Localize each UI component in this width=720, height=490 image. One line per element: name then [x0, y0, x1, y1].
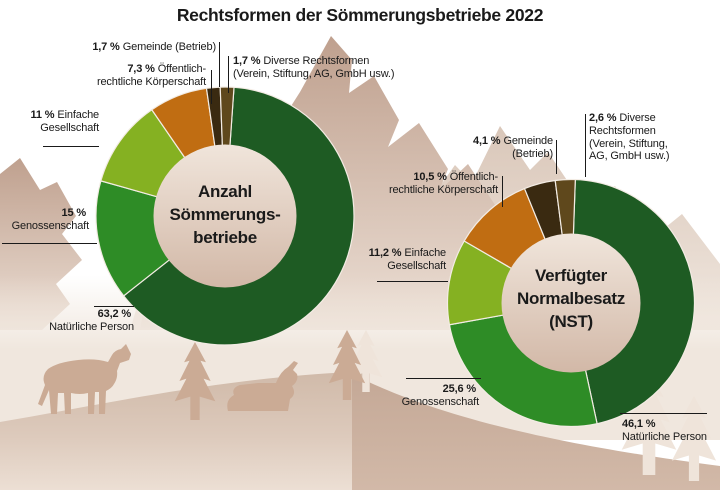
donut-center-disc [153, 144, 297, 288]
callout-right-genossenschaft: 25,6 % Genossenschaft [401, 383, 480, 408]
donut-center-label-left: Anzahl Sömmerungs- betriebe [169, 182, 281, 247]
callout-left-gemeinde: 1,7 % Gemeinde (Betrieb) [92, 41, 216, 53]
callout-left-natuerliche: 63,2 % Natürliche Person [49, 308, 134, 333]
standing-cow-silhouette [38, 344, 131, 414]
lying-cow-silhouette [227, 361, 298, 411]
callout-left-genossenschaft: 15 % Genossenschaft [11, 207, 90, 232]
leader-line-left-oeffentlich [211, 70, 212, 104]
leader-line-right-diverse [585, 114, 586, 177]
callout-left-einfache: 11 % Einfache Gesellschaft [30, 109, 100, 134]
leader-line-right-genossenschaft [406, 378, 481, 379]
donut-center-label-right: Verfügter Normalbesatz (NST) [517, 266, 625, 331]
leader-line-right-gemeinde [556, 140, 557, 174]
donut-chart-verfuegter-normalbesatz [446, 178, 696, 428]
callout-right-oeffentlich: 10,5 % Öffentlich- rechtliche Körperschaf… [388, 171, 498, 196]
chart-title: Rechtsformen der Sömmerungsbetriebe 2022 [176, 5, 544, 25]
leader-line-left-genossenschaft [2, 243, 97, 244]
leader-line-right-oeffentlich [502, 176, 503, 207]
leader-line-left-einfache [43, 146, 99, 147]
callout-left-oeffentlich: 7,3 % Öffentlich- rechtliche Körperschaft [96, 63, 206, 88]
leader-line-right-natuerliche [620, 413, 707, 414]
leader-line-left-natuerliche [94, 306, 134, 307]
leader-line-left-gemeinde [219, 42, 220, 87]
foreground-slope [352, 374, 720, 490]
leader-line-right-einfache [377, 281, 448, 282]
callout-right-einfache: 11,2 % Einfache Gesellschaft [368, 247, 447, 272]
callout-right-diverse: 2,6 % Diverse Rechtsformen (Verein, Stift… [589, 112, 670, 163]
leader-line-left-diverse [228, 56, 229, 93]
callout-right-natuerliche: 46,1 % Natürliche Person [622, 418, 707, 443]
callout-left-diverse: 1,7 % Diverse Rechtsformen (Verein, Stift… [233, 55, 395, 80]
callout-right-gemeinde: 4,1 % Gemeinde (Betrieb) [473, 135, 553, 160]
donut-chart-anzahl-soemmerungsbetriebe [95, 86, 355, 346]
donut-center-disc [501, 233, 641, 373]
